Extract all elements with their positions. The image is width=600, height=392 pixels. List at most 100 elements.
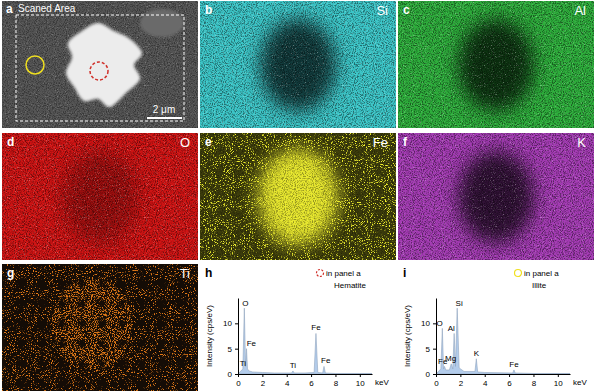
- peak-label: Fe: [247, 339, 257, 348]
- y-tick-label: 0: [228, 370, 233, 379]
- y-tick-label: 10: [223, 319, 232, 328]
- x-tick-label: 8: [334, 379, 339, 388]
- hematite-grain: [66, 23, 142, 107]
- sem-background: [2, 1, 198, 128]
- panel-label: f: [403, 135, 408, 149]
- x-tick-label: 2: [459, 379, 464, 388]
- sem-texture: [2, 1, 198, 128]
- map-background: [200, 1, 396, 128]
- map-noise: [2, 133, 198, 260]
- element-label: O: [180, 135, 190, 150]
- element-map: fK: [398, 133, 594, 260]
- y-axis: 0 5 10: [223, 299, 238, 380]
- panel-label: a: [6, 2, 13, 16]
- y-tick: 0: [426, 370, 436, 379]
- element-label: Fe: [373, 135, 388, 150]
- x-tick: 10: [554, 374, 563, 388]
- x-tick-mark: [509, 374, 510, 377]
- x-tick-label: 10: [356, 379, 365, 388]
- y-tick-mark: [433, 349, 436, 350]
- panel-title: Scaned Area: [18, 3, 76, 14]
- x-tick: 8: [532, 374, 537, 388]
- panel-label: i: [403, 266, 406, 280]
- x-tick-label: 4: [483, 379, 488, 388]
- subtitle: Hematite: [334, 281, 367, 290]
- x-tick: 0: [434, 374, 439, 388]
- map-background: [2, 133, 198, 260]
- scale-bar-label: 2 μm: [153, 104, 175, 115]
- peak-label: Al: [448, 324, 455, 333]
- scan-area-box: [16, 15, 184, 121]
- map-noise: [398, 1, 594, 128]
- x-tick-mark: [460, 374, 461, 377]
- map-noise: [2, 264, 198, 391]
- peak-label: O: [437, 319, 443, 328]
- x-axis-title: keV: [573, 378, 587, 387]
- y-tick-mark: [235, 323, 238, 324]
- sem-panel: 2 μm a Scaned Area: [2, 1, 198, 128]
- x-tick-label: 0: [236, 379, 241, 388]
- x-tick-mark: [485, 374, 486, 377]
- peak-label: Fe: [321, 356, 331, 365]
- x-axis: 0 2 4 6 8 10: [236, 374, 372, 388]
- x-axis: 0 2 4 6 8 10: [434, 374, 570, 388]
- x-tick: 10: [356, 374, 365, 388]
- map-noise: [398, 133, 594, 260]
- sem-texture: [2, 1, 198, 128]
- peak-label: K: [474, 349, 480, 358]
- y-tick-label: 5: [228, 345, 233, 354]
- y-tick: 5: [228, 345, 238, 354]
- x-tick: 2: [459, 374, 464, 388]
- map-noise: [200, 133, 396, 260]
- x-tick: 4: [285, 374, 290, 388]
- map-noise: [200, 1, 396, 128]
- x-axis-line: [437, 374, 571, 375]
- x-axis-title: keV: [375, 378, 389, 387]
- panel-label: h: [205, 266, 212, 280]
- sem-grain: [140, 9, 184, 37]
- map-noise: [398, 133, 594, 260]
- x-tick-label: 6: [507, 379, 512, 388]
- y-tick-label: 5: [426, 345, 431, 354]
- map-background: [200, 133, 396, 260]
- x-axis-line: [239, 374, 373, 375]
- legend-symbol: [317, 270, 324, 277]
- peak-label: Fe: [311, 323, 321, 332]
- x-tick-mark: [311, 374, 312, 377]
- panel-label: b: [205, 3, 212, 17]
- element-map: gTi: [2, 264, 198, 391]
- map-noise: [200, 133, 396, 260]
- x-tick-mark: [335, 374, 336, 377]
- panel-label: c: [403, 3, 410, 17]
- x-tick-mark: [533, 374, 534, 377]
- x-tick-mark: [262, 374, 263, 377]
- x-tick: 8: [334, 374, 339, 388]
- spectrum-panel: 02468100510keVIntensity (cps/eV)iOAlSiMg…: [398, 264, 594, 391]
- x-tick-mark: [360, 374, 361, 377]
- spectrum-area: [238, 308, 372, 374]
- x-tick: 6: [309, 374, 314, 388]
- panel-label: g: [7, 266, 14, 280]
- element-map: dO: [2, 133, 198, 260]
- legend: in panel aIllite: [515, 269, 560, 290]
- peak-label: Ti: [240, 359, 247, 368]
- element-map: cAl: [398, 1, 594, 128]
- y-tick: 10: [421, 319, 436, 328]
- map-background: [2, 264, 198, 391]
- figure: 2 μmaScaned AreabSicAldOeFefKgTi02468100…: [0, 0, 600, 392]
- x-tick-mark: [558, 374, 559, 377]
- map-signal: [52, 278, 132, 370]
- map-noise: [200, 1, 396, 128]
- analysis-spot: [90, 62, 108, 80]
- legend-label: in panel a: [524, 269, 559, 278]
- map-noise: [2, 133, 198, 260]
- y-tick: 5: [426, 345, 436, 354]
- plot-area: [436, 308, 570, 374]
- x-tick: 6: [507, 374, 512, 388]
- peak-label: Fe: [509, 360, 519, 369]
- x-tick-label: 6: [309, 379, 314, 388]
- panel-background: [398, 264, 594, 391]
- x-tick-label: 4: [285, 379, 290, 388]
- x-tick-label: 2: [261, 379, 266, 388]
- element-map: eFe: [200, 133, 396, 260]
